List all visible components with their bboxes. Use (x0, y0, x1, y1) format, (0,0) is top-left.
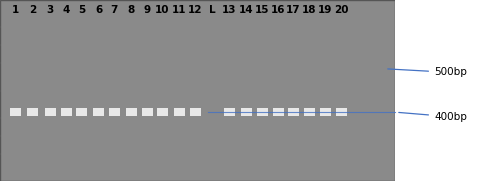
Bar (304, 108, 314, 116)
Text: 400bp: 400bp (399, 112, 467, 122)
Bar (27, 108, 38, 116)
Text: 1: 1 (12, 5, 18, 15)
Text: 20: 20 (334, 5, 348, 15)
Bar (272, 108, 283, 116)
Bar (142, 108, 152, 116)
Bar (224, 108, 234, 116)
Bar (60, 108, 72, 116)
Bar (108, 108, 120, 116)
Bar (93, 108, 104, 116)
Text: 7: 7 (110, 5, 117, 15)
Text: 15: 15 (255, 5, 269, 15)
Text: 13: 13 (222, 5, 236, 15)
Bar (256, 108, 268, 116)
Bar (336, 108, 346, 116)
Bar (320, 108, 330, 116)
Bar (174, 108, 184, 116)
Text: 6: 6 (95, 5, 102, 15)
Text: 11: 11 (172, 5, 186, 15)
Bar (44, 108, 56, 116)
Bar (10, 108, 20, 116)
Text: 19: 19 (318, 5, 332, 15)
Bar (240, 108, 252, 116)
Bar (126, 108, 136, 116)
Text: 9: 9 (144, 5, 150, 15)
Text: 14: 14 (238, 5, 254, 15)
Text: 17: 17 (286, 5, 301, 15)
Bar (157, 108, 168, 116)
Text: 10: 10 (155, 5, 170, 15)
Bar (0, 0, 395, 181)
Text: 2: 2 (29, 5, 36, 15)
Bar (190, 108, 200, 116)
Text: 3: 3 (46, 5, 54, 15)
Text: 18: 18 (302, 5, 316, 15)
Text: 4: 4 (62, 5, 70, 15)
Text: 5: 5 (78, 5, 85, 15)
Text: 16: 16 (271, 5, 285, 15)
Text: 8: 8 (128, 5, 134, 15)
Text: 12: 12 (188, 5, 202, 15)
Text: 500bp: 500bp (388, 67, 467, 77)
Bar (395, 0, 500, 181)
Bar (76, 108, 87, 116)
Bar (288, 108, 299, 116)
Text: L: L (209, 5, 216, 15)
